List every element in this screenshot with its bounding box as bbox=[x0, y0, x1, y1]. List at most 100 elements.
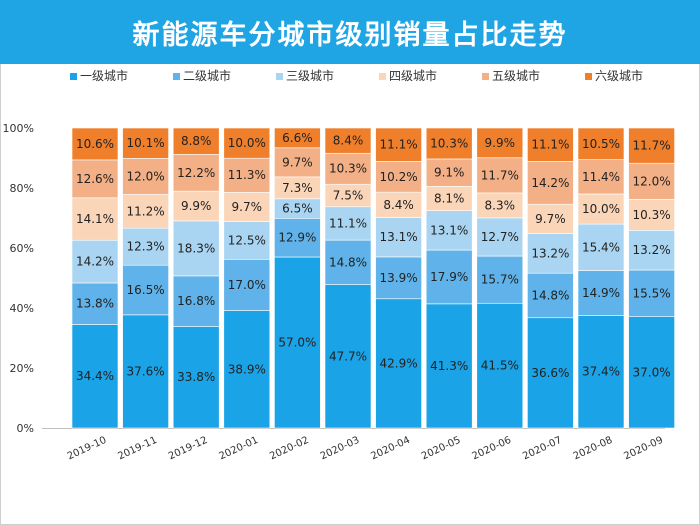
y-tick-label: 80% bbox=[10, 182, 34, 195]
bar-segment bbox=[122, 264, 169, 316]
bar-segment bbox=[628, 230, 675, 271]
bar-segment bbox=[628, 269, 675, 317]
bar-segment bbox=[375, 256, 422, 300]
x-tick-label: 2020-07 bbox=[521, 435, 564, 463]
data-label: 11.3% bbox=[228, 168, 266, 182]
data-label: 10.3% bbox=[329, 162, 367, 176]
x-tick-label: 2019-11 bbox=[116, 435, 159, 463]
bar-segment bbox=[122, 227, 169, 266]
bar-segment bbox=[425, 210, 473, 251]
bar-segment bbox=[527, 203, 574, 234]
bar-segment bbox=[527, 233, 574, 274]
data-label: 10.5% bbox=[582, 137, 620, 151]
data-label: 15.7% bbox=[481, 273, 519, 287]
bar-segment bbox=[122, 158, 169, 195]
x-tick-label: 2020-08 bbox=[572, 435, 615, 463]
bar-segment bbox=[577, 223, 625, 271]
bar-segment bbox=[425, 249, 473, 305]
data-label: 14.2% bbox=[76, 255, 114, 269]
bar-segment bbox=[425, 186, 473, 211]
bar-segment bbox=[122, 194, 169, 229]
data-label: 34.4% bbox=[76, 369, 114, 383]
bar-segment bbox=[476, 217, 524, 257]
bar-segment bbox=[324, 152, 372, 185]
bar-segment bbox=[577, 315, 625, 429]
y-tick-label: 60% bbox=[10, 242, 34, 255]
data-label: 37.6% bbox=[127, 364, 165, 378]
data-label: 13.2% bbox=[633, 243, 671, 257]
bar-segment bbox=[425, 303, 473, 429]
bar-segment bbox=[577, 193, 625, 225]
bar-segment bbox=[71, 127, 119, 161]
y-tick-label: 100% bbox=[3, 122, 34, 135]
bar-segment bbox=[577, 159, 625, 195]
bar-segment bbox=[375, 161, 422, 193]
data-label: 13.9% bbox=[380, 271, 418, 285]
bar-segment bbox=[628, 316, 675, 429]
bar-segment bbox=[324, 206, 372, 241]
chart-title: 新能源车分城市级别销量占比走势 bbox=[0, 0, 700, 64]
data-label: 12.0% bbox=[633, 174, 671, 188]
data-label: 11.1% bbox=[531, 138, 569, 152]
data-label: 6.5% bbox=[282, 202, 313, 216]
data-label: 10.2% bbox=[380, 170, 418, 184]
bar-segment bbox=[375, 217, 422, 258]
bar-segment bbox=[375, 298, 422, 429]
bar-segment bbox=[476, 255, 524, 304]
bar-segment bbox=[71, 282, 119, 325]
x-tick-label: 2020-09 bbox=[622, 435, 665, 463]
data-label: 36.6% bbox=[531, 366, 569, 380]
bar-segment bbox=[577, 127, 625, 160]
legend-label: 二级城市 bbox=[183, 68, 231, 83]
data-label: 15.4% bbox=[582, 240, 620, 254]
data-label: 13.2% bbox=[531, 246, 569, 260]
legend-label: 六级城市 bbox=[595, 68, 643, 83]
data-label: 11.1% bbox=[380, 138, 418, 152]
data-label: 42.9% bbox=[380, 356, 418, 370]
data-label: 9.1% bbox=[434, 166, 465, 180]
bar-segment bbox=[476, 192, 524, 219]
data-label: 10.1% bbox=[127, 136, 165, 150]
data-label: 8.4% bbox=[383, 198, 414, 212]
data-label: 12.0% bbox=[127, 169, 165, 183]
bar-segment bbox=[71, 239, 119, 284]
legend-label: 一级城市 bbox=[80, 68, 128, 83]
legend-label: 五级城市 bbox=[492, 68, 540, 83]
bar-segment bbox=[223, 258, 271, 311]
data-label: 13.1% bbox=[430, 223, 468, 237]
data-label: 33.8% bbox=[177, 370, 215, 384]
data-label: 16.5% bbox=[127, 283, 165, 297]
bar-segment bbox=[425, 127, 473, 160]
data-label: 16.8% bbox=[177, 294, 215, 308]
data-label: 12.6% bbox=[76, 172, 114, 186]
data-label: 9.7% bbox=[232, 200, 263, 214]
legend-swatch bbox=[276, 73, 283, 80]
bar-segment bbox=[274, 256, 321, 429]
legend-swatch bbox=[482, 73, 489, 80]
data-label: 47.7% bbox=[329, 349, 367, 363]
data-label: 9.9% bbox=[485, 136, 516, 150]
data-label: 10.6% bbox=[76, 137, 114, 151]
data-label: 10.3% bbox=[430, 136, 468, 150]
data-label: 12.7% bbox=[481, 230, 519, 244]
data-label: 13.1% bbox=[380, 230, 418, 244]
x-tick-label: 2020-06 bbox=[471, 435, 514, 463]
legend-swatch bbox=[173, 73, 180, 80]
bar-segment bbox=[274, 218, 321, 258]
bar-segment bbox=[324, 127, 372, 154]
data-label: 14.1% bbox=[76, 212, 114, 226]
bar-segment bbox=[172, 154, 220, 192]
data-label: 14.9% bbox=[582, 286, 620, 300]
data-label: 7.5% bbox=[333, 188, 364, 202]
data-label: 38.9% bbox=[228, 362, 266, 376]
bar-segment bbox=[223, 157, 271, 193]
bar-segment bbox=[274, 127, 321, 149]
data-label: 8.1% bbox=[434, 191, 465, 205]
data-label: 9.7% bbox=[282, 155, 313, 169]
data-label: 18.3% bbox=[177, 241, 215, 255]
data-label: 13.8% bbox=[76, 297, 114, 311]
x-tick-label: 2020-03 bbox=[319, 435, 362, 463]
bar-segment bbox=[527, 161, 574, 205]
data-label: 9.7% bbox=[535, 212, 566, 226]
